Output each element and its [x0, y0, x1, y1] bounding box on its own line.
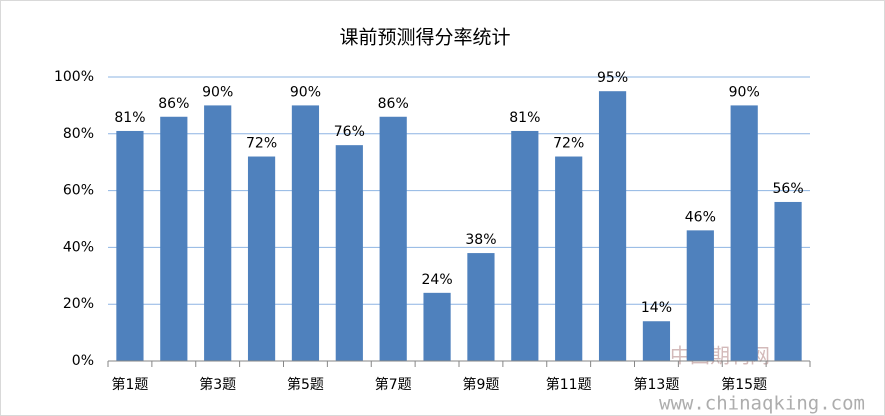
- bar: [379, 116, 407, 361]
- x-tick-label: 第13题: [634, 376, 680, 393]
- data-label: 76%: [334, 124, 365, 140]
- x-tick-label: 第15题: [721, 376, 767, 393]
- data-label: 72%: [246, 136, 277, 152]
- bar: [423, 292, 451, 361]
- data-label: 90%: [290, 84, 321, 100]
- bar: [642, 321, 671, 361]
- bar: [291, 105, 320, 362]
- bar: [730, 105, 758, 362]
- bar: [555, 156, 583, 361]
- bar: [335, 145, 363, 361]
- data-label: 86%: [158, 96, 189, 112]
- x-tick-label: 第11题: [546, 376, 592, 393]
- bar: [467, 253, 495, 361]
- data-label: 72%: [553, 136, 584, 152]
- y-tick-label: 40%: [63, 239, 94, 255]
- data-label: 46%: [685, 209, 716, 225]
- x-tick-label: 第5题: [287, 376, 324, 393]
- data-label: 14%: [641, 300, 672, 316]
- bar: [160, 116, 188, 361]
- bar: [204, 105, 232, 362]
- bar: [774, 201, 802, 361]
- y-tick-label: 20%: [63, 296, 94, 312]
- data-label: 24%: [422, 272, 453, 288]
- data-label: 56%: [773, 181, 804, 197]
- bar: [247, 156, 276, 361]
- data-label: 81%: [509, 110, 540, 126]
- data-label: 95%: [597, 70, 628, 86]
- bar: [116, 130, 144, 361]
- data-label: 90%: [729, 84, 760, 100]
- data-label: 81%: [114, 110, 145, 126]
- y-tick-label: 60%: [63, 183, 94, 199]
- bar: [686, 230, 714, 361]
- bar: [511, 130, 539, 361]
- x-tick-label: 第7题: [375, 376, 412, 393]
- data-label: 90%: [202, 84, 233, 100]
- y-tick-label: 80%: [63, 126, 94, 142]
- x-tick-label: 第1题: [111, 376, 148, 393]
- bar: [598, 91, 627, 361]
- chart-title: 课前预测得分率统计: [339, 27, 510, 49]
- x-tick-label: 第3题: [199, 376, 236, 393]
- x-tick-label: 第9题: [462, 376, 499, 393]
- y-tick-label: 100%: [54, 69, 94, 85]
- y-tick-label: 0%: [72, 353, 94, 369]
- data-label: 38%: [465, 232, 496, 248]
- watermark-url: www.chinaqking.com: [659, 393, 865, 415]
- data-label: 86%: [378, 96, 409, 112]
